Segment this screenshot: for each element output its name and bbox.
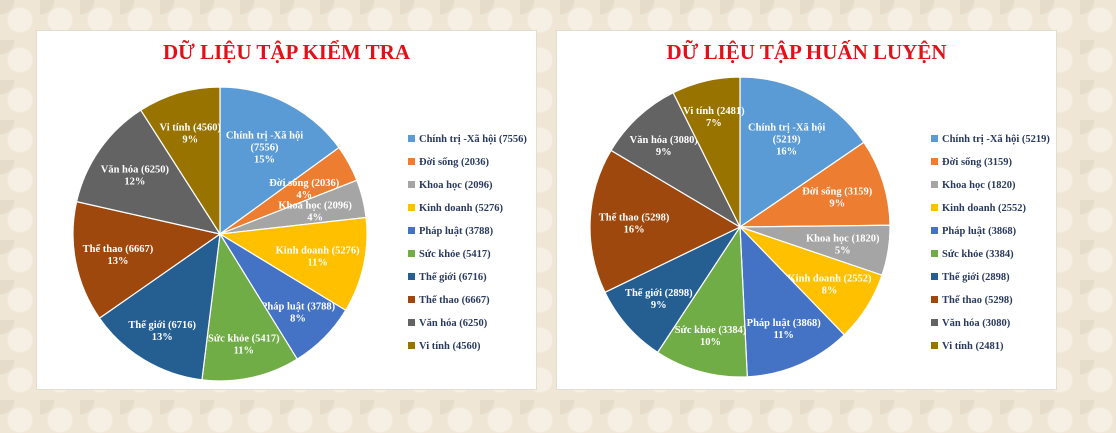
test-data-pie-chart: Chính trị -Xã hội (7556) 15% Chính trị -Xã … [72, 86, 527, 382]
slice-data-label: Sức khỏe (3384) 10% [675, 325, 747, 348]
slice-data-label: Chính trị -Xã hội (5219) 16% [748, 123, 825, 158]
pie-slice [738, 141, 891, 228]
slice-data-label: Chính trị -Xã hội (7556) 15% [226, 131, 303, 166]
slice-data-label: Sức khỏe (5417) 11% [208, 333, 280, 356]
slice-data-label: Đời sống (3159) 9% [802, 186, 872, 209]
legend-swatch [408, 158, 415, 165]
slice-data-label: Thế giới (2898) 9% [625, 288, 693, 311]
slice-data-label: Đời sống (2036) 4% [269, 178, 339, 201]
pie-slice [218, 216, 368, 312]
pie-slice [139, 86, 221, 237]
pie-slice [656, 225, 748, 378]
pie-slice [75, 109, 222, 235]
legend-swatch [408, 296, 415, 303]
legend-swatch [931, 227, 938, 234]
legend-swatch [931, 158, 938, 165]
legend-entry-label: Đời sống (3159) [942, 157, 1012, 168]
pie-slice [739, 225, 846, 378]
training-data-pie-chart: Chính trị -Xã hội (5219) 16% Chính trị -Xã … [589, 76, 1050, 378]
slice-data-label: Kinh doanh (5276) 11% [276, 245, 361, 268]
pie-slice [98, 232, 221, 381]
legend-entry-label: Văn hóa (6250) [419, 318, 488, 329]
slice-data-label: Thể thao (5298) 16% [599, 212, 670, 235]
slice-data-label: Kinh doanh (2552) 8% [788, 274, 873, 297]
legend-swatch [931, 204, 938, 211]
slice-data-label: Vi tính (4560) 9% [160, 122, 222, 145]
legend-entry-label: Văn hóa (3080) [942, 318, 1011, 329]
legend-entry-label: Thế giới (6716) [419, 272, 487, 283]
legend-entry-label: Thể thao (5298) [942, 295, 1013, 306]
legend-entry-label: Pháp luật (3868) [942, 226, 1017, 237]
legend-swatch [408, 135, 415, 142]
legend-swatch [408, 204, 415, 211]
legend-entry-label: Sức khỏe (3384) [942, 249, 1014, 260]
legend-swatch [931, 342, 938, 349]
legend-entry-label: Thể thao (6667) [419, 295, 490, 306]
legend-entry-label: Khoa học (2096) [419, 180, 493, 191]
pie-slice [672, 76, 741, 228]
pie-slice [219, 86, 340, 236]
legend-entry-label: Vi tính (2481) [942, 341, 1004, 352]
legend-swatch [408, 181, 415, 188]
pie-slice [72, 200, 222, 320]
legend-swatch [931, 319, 938, 326]
legend-entry-label: Chính trị -Xã hội (7556) [419, 134, 527, 145]
slice-data-label: Pháp luật (3868) 11% [747, 318, 822, 341]
legend-swatch [931, 181, 938, 188]
slice-data-label: Văn hóa (3080) 9% [630, 135, 699, 158]
chart-title: DỮ LIỆU TẬP HUẤN LUYỆN [666, 40, 947, 64]
legend-swatch [408, 250, 415, 257]
legend-swatch [408, 319, 415, 326]
legend-swatch [931, 135, 938, 142]
test-data-chart-panel: DỮ LIỆU TẬP KIỂM TRA Chính trị -Xã hội (7… [36, 30, 537, 390]
legend-entry-label: Kinh doanh (5276) [419, 203, 504, 214]
legend-entry-label: Chính trị -Xã hội (5219) [942, 134, 1050, 145]
legend-swatch [931, 250, 938, 257]
legend-entry-label: Đời sống (2036) [419, 157, 489, 168]
slice-data-label: Thế giới (6716) 13% [128, 320, 196, 343]
slice-data-label: Vi tính (2481) 7% [683, 106, 745, 129]
legend-swatch [931, 296, 938, 303]
legend-entry-label: Khoa học (1820) [942, 180, 1016, 191]
slice-data-label: Pháp luật (3788) 8% [261, 302, 336, 325]
legend-entry-label: Thế giới (2898) [942, 272, 1010, 283]
pie-slice [201, 232, 298, 382]
legend-entry-label: Pháp luật (3788) [419, 226, 494, 237]
legend-swatch [408, 273, 415, 280]
training-data-chart-panel: DỮ LIỆU TẬP HUẤN LUYỆN Chính trị -Xã hội… [556, 30, 1057, 390]
legend-swatch [408, 342, 415, 349]
slice-data-label: Khoa học (2096) 4% [278, 200, 352, 223]
slice-data-label: Văn hóa (6250) 12% [101, 164, 170, 187]
slice-data-label: Khoa học (1820) 5% [806, 233, 880, 256]
slice-data-label: Thể thao (6667) 13% [83, 244, 154, 267]
legend-entry-label: Vi tính (4560) [419, 341, 481, 352]
legend-entry-label: Kinh doanh (2552) [942, 203, 1027, 214]
legend-swatch [931, 273, 938, 280]
legend-swatch [408, 227, 415, 234]
pie-slice [589, 149, 742, 294]
legend-entry-label: Sức khỏe (5417) [419, 249, 491, 260]
pie-slice [739, 76, 865, 229]
chart-title: DỮ LIỆU TẬP KIỂM TRA [163, 40, 410, 64]
pie-slice [610, 91, 742, 229]
